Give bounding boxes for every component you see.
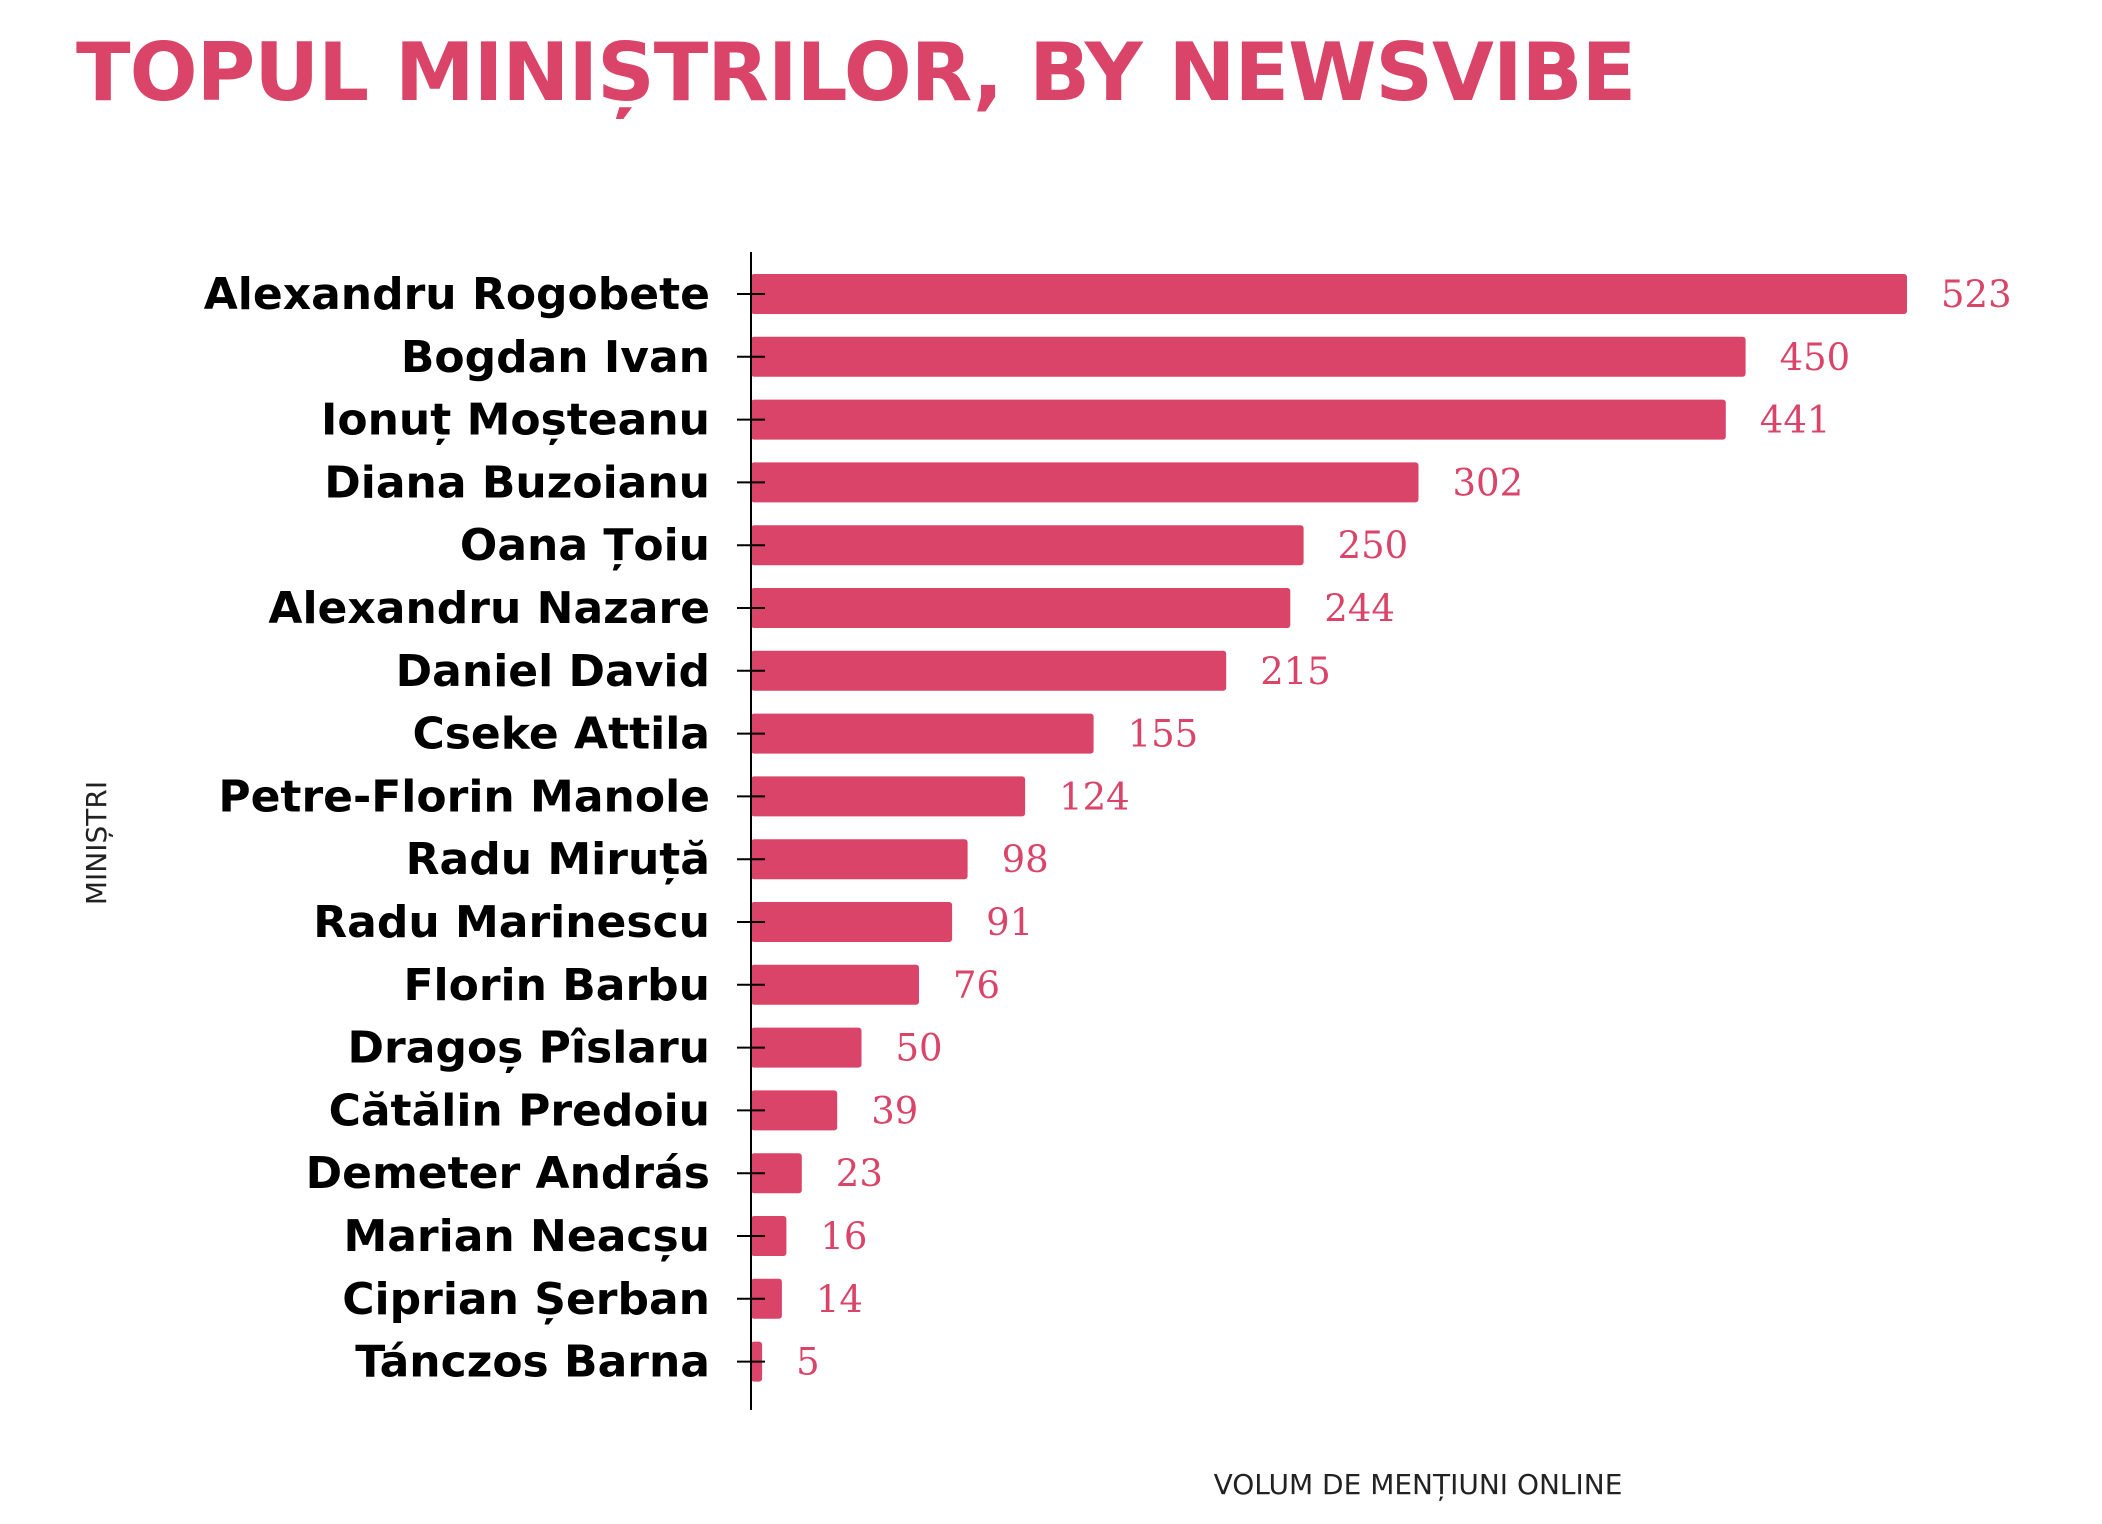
bar xyxy=(751,713,1094,754)
bar xyxy=(751,1153,802,1194)
bars-layer xyxy=(751,274,1907,1382)
data-label: 5 xyxy=(796,1341,820,1384)
y-tick-label: Demeter András xyxy=(306,1148,710,1199)
y-tick-label: Daniel David xyxy=(396,646,710,697)
y-tick-label: Ciprian Șerban xyxy=(342,1274,710,1325)
y-tick-label: Oana Țoiu xyxy=(460,520,710,571)
data-label: 441 xyxy=(1760,399,1831,442)
y-tick-label: Alexandru Nazare xyxy=(268,583,710,634)
data-label: 16 xyxy=(820,1215,867,1258)
bar xyxy=(751,399,1726,440)
data-label: 523 xyxy=(1941,273,2012,316)
y-tick-label: Petre-Florin Manole xyxy=(218,771,710,822)
bar xyxy=(751,1090,838,1131)
bar xyxy=(751,1216,787,1256)
bar xyxy=(751,1278,782,1319)
data-label: 39 xyxy=(871,1089,918,1132)
data-label: 250 xyxy=(1338,524,1409,567)
bar xyxy=(751,336,1746,377)
chart-title: TOPUL MINIȘTRILOR, BY NEWSVIBE xyxy=(76,26,1636,119)
y-tick-label: Tánczos Barna xyxy=(355,1337,710,1388)
bar xyxy=(751,588,1291,628)
y-tick-label: Florin Barbu xyxy=(403,960,710,1011)
data-label: 302 xyxy=(1453,461,1524,504)
bar xyxy=(751,839,968,880)
y-tick-label: Radu Marinescu xyxy=(313,897,710,948)
y-tick-label: Radu Miruță xyxy=(406,834,710,885)
y-axis-title: MINIȘTRI xyxy=(80,781,113,905)
data-label: 98 xyxy=(1002,838,1049,881)
y-tick-label: Dragoș Pîslaru xyxy=(348,1023,710,1074)
data-label: 91 xyxy=(986,901,1033,944)
data-label: 50 xyxy=(896,1027,943,1070)
data-label: 155 xyxy=(1128,713,1199,756)
data-label: 450 xyxy=(1780,336,1851,379)
bar xyxy=(751,462,1419,503)
y-tick-label: Diana Buzoianu xyxy=(324,457,710,508)
y-tick-label: Alexandru Rogobete xyxy=(204,269,710,320)
bar xyxy=(751,964,919,1005)
y-tick-label: Bogdan Ivan xyxy=(401,332,710,383)
data-label: 23 xyxy=(836,1152,883,1195)
data-label: 244 xyxy=(1324,587,1395,630)
y-tick-label: Ionuț Moșteanu xyxy=(321,395,710,446)
bar xyxy=(751,525,1304,566)
data-label: 76 xyxy=(953,964,1000,1007)
bar xyxy=(751,902,953,942)
bar xyxy=(751,1027,862,1068)
y-tick-label: Cătălin Predoiu xyxy=(329,1085,710,1136)
x-axis-title: VOLUM DE MENȚIUNI ONLINE xyxy=(1214,1468,1623,1501)
data-label: 215 xyxy=(1260,650,1331,693)
bar xyxy=(751,776,1026,817)
y-tick-label: Cseke Attila xyxy=(412,709,710,760)
bar xyxy=(751,274,1907,314)
y-tick-label: Marian Neacșu xyxy=(343,1211,710,1262)
data-label: 124 xyxy=(1059,775,1130,818)
data-label: 14 xyxy=(816,1278,863,1321)
bar xyxy=(751,650,1227,691)
